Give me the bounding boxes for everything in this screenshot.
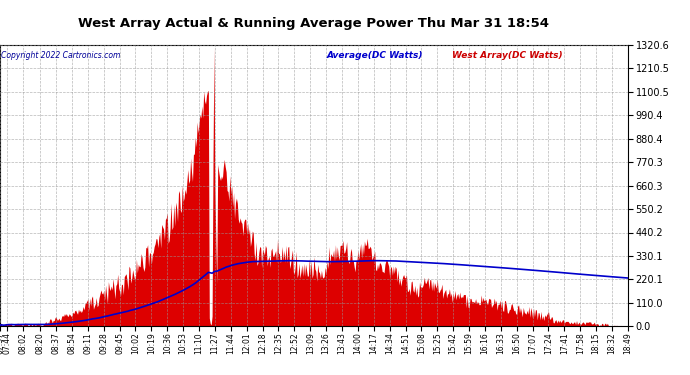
Text: Average(DC Watts): Average(DC Watts) <box>326 51 423 60</box>
Text: West Array Actual & Running Average Power Thu Mar 31 18:54: West Array Actual & Running Average Powe… <box>79 17 549 30</box>
Text: West Array(DC Watts): West Array(DC Watts) <box>452 51 563 60</box>
Text: Copyright 2022 Cartronics.com: Copyright 2022 Cartronics.com <box>1 51 121 60</box>
